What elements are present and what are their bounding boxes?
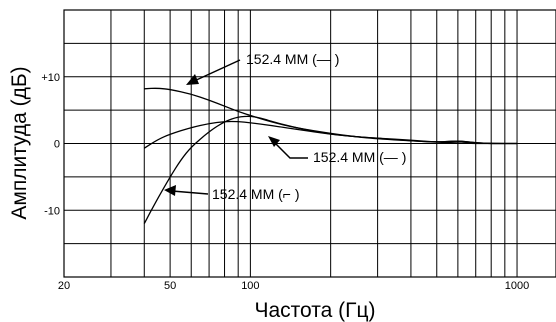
annotation-1-arrowhead [186,74,199,85]
y-tick-label-1: 0 [54,139,60,151]
annotation-1-label: 152.4 ММ (— ) [246,51,339,67]
x-tick-label-2: 100 [241,280,259,292]
x-tick-label-3: 1000 [505,280,529,292]
x-tick-label-0: 20 [58,280,70,292]
annotation-2-label: 152.4 ММ (— ) [313,149,406,165]
annotation-1-arrow [191,59,241,83]
x-axis-label: Частота (Гц) [254,299,375,322]
annotation-3-label: 152.4 ММ (⌐ ) [212,186,300,202]
annotation-2-arrow [271,139,308,159]
y-tick-label-2: -10 [44,205,60,217]
annotation-3: 152.4 ММ (⌐ ) [164,185,300,202]
annotation-2: 152.4 ММ (— ) [268,136,406,165]
annotation-2-arrowhead [268,136,280,147]
y-tick-label-0: +10 [41,72,60,84]
annotation-3-arrow [171,190,209,195]
annotation-3-arrowhead [164,185,176,196]
annotation-1: 152.4 ММ (— ) [186,51,339,85]
x-tick-label-1: 50 [164,280,176,292]
tick-labels: 20 50 100 1000 +10 0 -10 [41,72,529,292]
series-layer [143,87,517,224]
plot-frame [63,9,556,278]
y-axis-label: Амплитуда (дБ) [8,66,31,219]
series-line-3 [143,115,517,224]
